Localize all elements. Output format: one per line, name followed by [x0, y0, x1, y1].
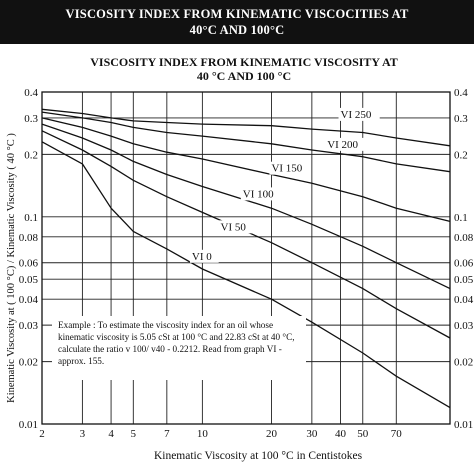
- y-tick-label-left: 0.3: [24, 113, 38, 125]
- annotation: Example : To estimate the viscosity inde…: [58, 320, 295, 366]
- annotation-line: approx. 155.: [58, 356, 104, 366]
- y-tick-label-left: 0.1: [24, 212, 38, 224]
- annotation-line: kinematic viscosity is 5.05 cSt at 100 °…: [58, 332, 295, 342]
- y-tick-label-left: 0.06: [19, 258, 39, 270]
- y-tick-label-left: 0.4: [24, 87, 38, 99]
- series-label: VI 0: [192, 251, 212, 263]
- y-tick-label-left: 0.2: [24, 149, 38, 161]
- y-tick-label-right: 0.08: [454, 232, 474, 244]
- series-label-background: [189, 249, 219, 263]
- y-tick-label-left: 0.01: [19, 419, 38, 431]
- series-line: [41, 111, 451, 173]
- series-label: VI 150: [271, 163, 302, 175]
- series-line: [41, 108, 451, 147]
- y-tick-label-left: 0.04: [19, 294, 39, 306]
- x-tick-label: 4: [108, 428, 114, 440]
- y-tick-label-left: 0.02: [19, 357, 38, 369]
- y-tick-label-left: 0.05: [19, 274, 39, 286]
- series-line: [41, 123, 451, 290]
- annotation-line: calculate the ratio v 100/ v40 - 0.2212.…: [58, 344, 282, 354]
- annotation-line: Example : To estimate the viscosity inde…: [58, 320, 273, 330]
- banner-title-line-1: VISCOSITY INDEX FROM KINEMATIC VISCOCITI…: [65, 7, 409, 21]
- tick-labels: 2 3 4 5 7 10 20 30 40 50 70 0.4 0.3 0.2 0.1 0.08 0.06 0.0…: [19, 87, 474, 440]
- chart-title-line-2: 40 °C AND 100 °C: [197, 69, 291, 83]
- series-label: VI 50: [221, 221, 247, 233]
- y-tick-label-right: 0.2: [454, 149, 468, 161]
- y-tick-label-right: 0.03: [454, 320, 474, 332]
- y-tick-label-right: 0.01: [454, 419, 473, 431]
- x-tick-label: 5: [131, 428, 137, 440]
- y-tick-label-left: 0.08: [19, 232, 39, 244]
- x-tick-label: 70: [391, 428, 403, 440]
- series-labels: VI 250 VI 200 VI 150 VI 100 VI 50 VI 0: [189, 107, 380, 263]
- series-label-background: [338, 107, 380, 121]
- y-tick-label-left: 0.03: [19, 320, 39, 332]
- y-tick-label-right: 0.04: [454, 294, 474, 306]
- chart-title-line-1: VISCOSITY INDEX FROM KINEMATIC VISCOSITY…: [90, 55, 398, 69]
- series-label-background: [218, 220, 254, 234]
- series-label: VI 100: [243, 188, 274, 200]
- banner: VISCOSITY INDEX FROM KINEMATIC VISCOCITI…: [0, 0, 474, 44]
- banner-title-line-2: 40°C AND 100°C: [189, 23, 285, 37]
- series-line: [41, 130, 451, 339]
- x-tick-label: 10: [197, 428, 209, 440]
- y-tick-label-right: 0.1: [454, 212, 468, 224]
- viscosity-index-chart: VISCOSITY INDEX FROM KINEMATIC VISCOSITY…: [6, 55, 474, 462]
- series-label-background: [269, 161, 311, 175]
- x-tick-label: 3: [80, 428, 86, 440]
- plot-frame-layer: [41, 91, 451, 425]
- y-tick-label-right: 0.3: [454, 113, 468, 125]
- series-label: VI 200: [327, 139, 358, 151]
- x-axis-label: Kinematic Viscosity at 100 °C in Centist…: [154, 450, 363, 462]
- x-tick-label: 20: [266, 428, 278, 440]
- series-label-background: [325, 137, 367, 151]
- series-label: VI 250: [341, 109, 372, 121]
- y-tick-label-right: 0.02: [454, 357, 473, 369]
- x-tick-label: 50: [357, 428, 369, 440]
- y-tick-label-right: 0.06: [454, 258, 474, 270]
- x-tick-label: 7: [164, 428, 170, 440]
- series-line: [41, 117, 451, 223]
- y-tick-label-right: 0.4: [454, 87, 468, 99]
- annotation-background: [52, 316, 306, 380]
- y-axis-label: Kinematic Viscosity at ( 100 °C) / Kinem…: [6, 133, 17, 403]
- series-line: [41, 141, 451, 409]
- x-tick-label: 30: [306, 428, 318, 440]
- series-layer: [41, 108, 451, 409]
- plot-frame: [41, 91, 451, 425]
- x-tick-label: 40: [335, 428, 347, 440]
- series-label-background: [240, 187, 282, 201]
- x-tick-label: 2: [39, 428, 45, 440]
- y-tick-label-right: 0.05: [454, 274, 474, 286]
